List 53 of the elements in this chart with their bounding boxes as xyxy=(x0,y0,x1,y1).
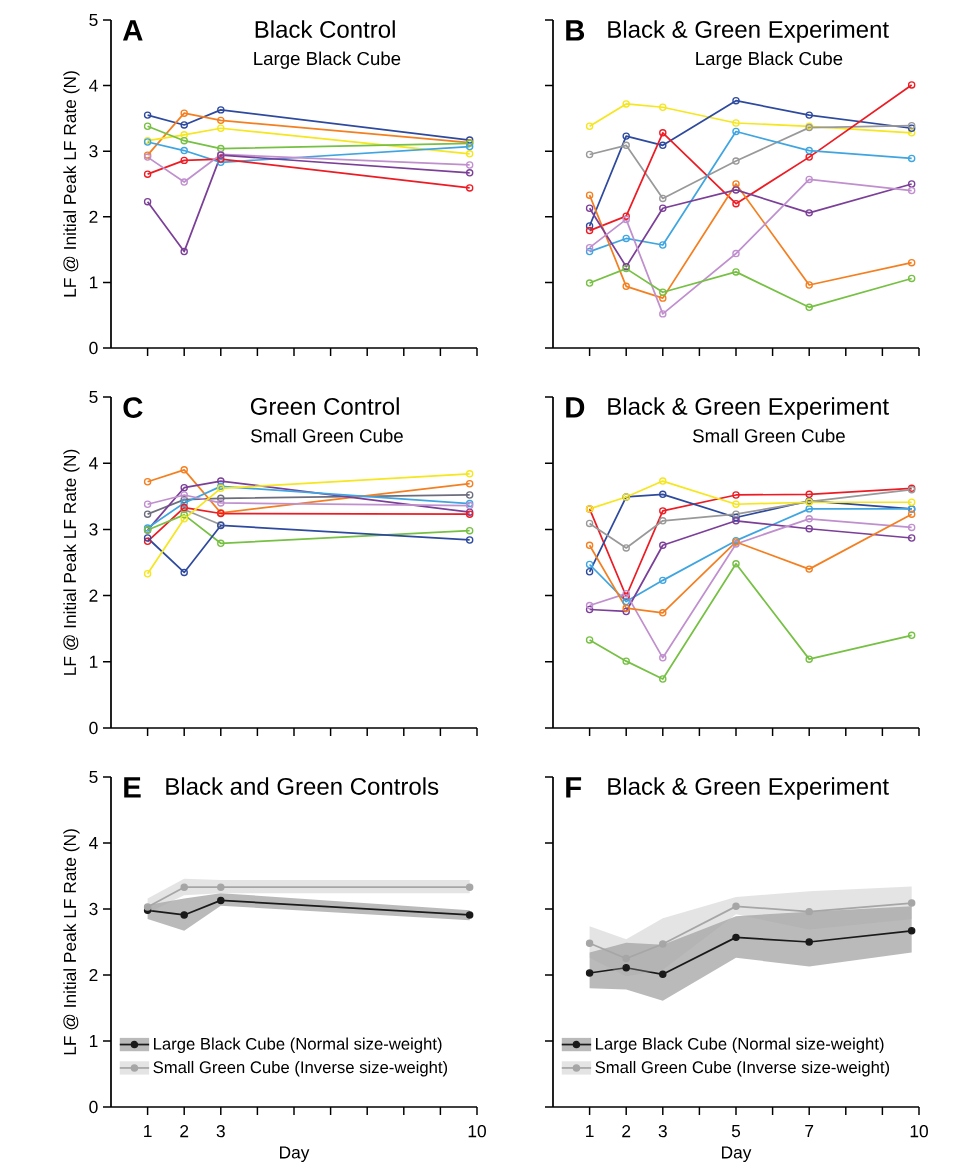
y-tick-label: 4 xyxy=(89,79,98,92)
annotation: F xyxy=(566,777,582,798)
x-tick-label: 2 xyxy=(180,1125,189,1138)
annotation: E xyxy=(124,777,141,798)
y-tick-label: 3 xyxy=(89,145,98,158)
y-tick-label: 0 xyxy=(89,721,98,735)
y-axis-title: LF @ Initial Peak LF Rate (N) xyxy=(63,449,80,675)
chart-title: Green Control xyxy=(250,397,399,415)
x-tick-label: 1 xyxy=(144,1125,152,1137)
y-tick-label: 1 xyxy=(89,655,98,668)
y-tick-label: 0 xyxy=(89,341,98,355)
chart-title: Black and Green Controls xyxy=(166,777,439,795)
chart-title: Black & Green Experiment xyxy=(608,777,889,800)
chart-title: Black & Green Experiment xyxy=(608,397,889,420)
chart-title: Black & Green Experiment xyxy=(608,20,889,43)
text: Small Green Cube xyxy=(693,428,845,443)
x-axis-title: Day xyxy=(280,1146,310,1162)
x-tick-label: 2 xyxy=(622,1125,631,1138)
legend-label: Small Green Cube (Inverse size-weight) xyxy=(153,1060,448,1077)
text: Large Black Cube xyxy=(254,51,401,69)
chart-title: Black Control xyxy=(255,20,395,38)
legend-label: Large Black Cube (Normal size-weight) xyxy=(154,1037,442,1054)
y-axis-title: LF @ Initial Peak LF Rate (N) xyxy=(63,71,80,297)
x-tick-label: 3 xyxy=(216,1125,225,1138)
y-tick-label: 0 xyxy=(89,1100,98,1114)
text: Large Black Cube xyxy=(696,51,843,69)
x-tick-label: 7 xyxy=(805,1125,814,1137)
annotation: A xyxy=(122,20,143,41)
y-tick-label: 3 xyxy=(89,902,98,916)
y-tick-label: 5 xyxy=(89,13,98,27)
y-tick-label: 4 xyxy=(89,837,98,849)
annotation: D xyxy=(566,397,585,418)
y-tick-label: 5 xyxy=(89,390,98,404)
text: Small Green Cube xyxy=(251,428,403,443)
x-tick-label: 1 xyxy=(586,1125,594,1137)
y-tick-label: 2 xyxy=(89,589,98,602)
x-tick-label: 3 xyxy=(658,1125,667,1138)
y-tick-label: 2 xyxy=(89,968,98,982)
y-tick-label: 1 xyxy=(89,1035,98,1047)
y-tick-label: 3 xyxy=(89,523,98,536)
y-tick-label: 1 xyxy=(89,276,98,289)
x-tick-label: 10 xyxy=(468,1125,486,1138)
annotation: B xyxy=(566,20,585,41)
y-tick-label: 5 xyxy=(89,770,98,784)
x-tick-label: 5 xyxy=(731,1125,741,1138)
legend-label: Large Black Cube (Normal size-weight) xyxy=(596,1037,884,1054)
annotation: C xyxy=(123,397,143,419)
x-tick-label: 10 xyxy=(910,1125,928,1138)
y-tick-label: 2 xyxy=(89,210,98,223)
legend-label: Small Green Cube (Inverse size-weight) xyxy=(595,1060,890,1077)
x-axis-title: Day xyxy=(722,1146,752,1162)
y-axis-title: LF @ Initial Peak LF Rate (N) xyxy=(63,829,80,1055)
y-tick-label: 4 xyxy=(89,457,98,470)
